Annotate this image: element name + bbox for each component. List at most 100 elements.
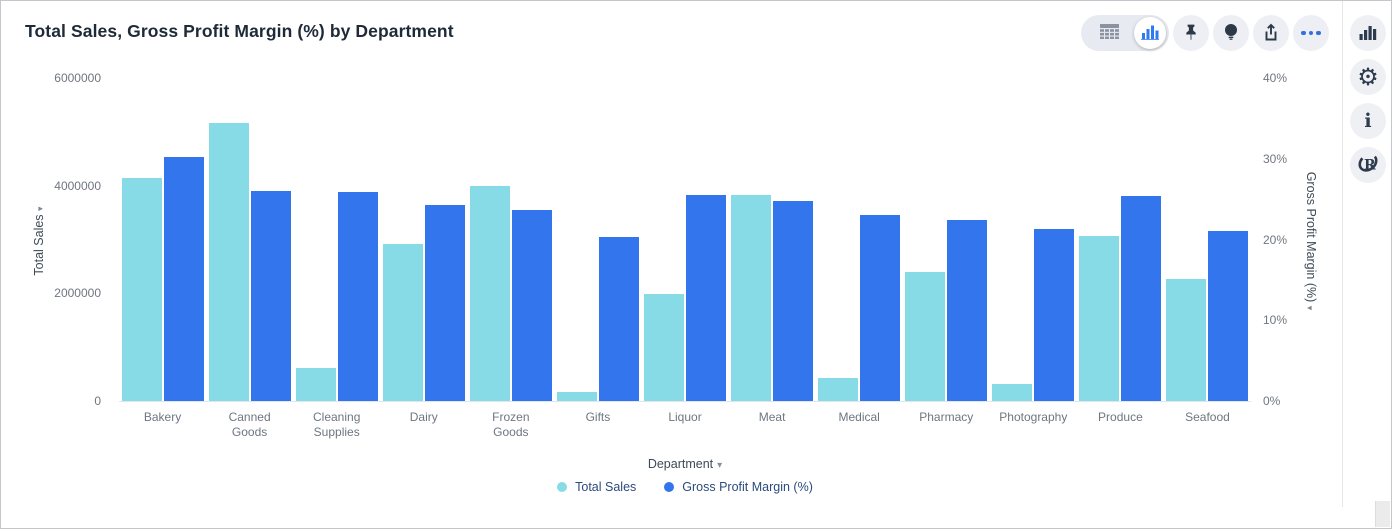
more-options-icon bbox=[1301, 30, 1321, 36]
x-axis-line bbox=[119, 401, 1251, 402]
axis-tick-label: 0% bbox=[1263, 394, 1281, 408]
legend-item-gross-profit-margin[interactable]: Gross Profit Margin (%) bbox=[664, 480, 813, 494]
x-tick-bakery: Bakery bbox=[143, 410, 182, 424]
bar-total-sales-dairy[interactable] bbox=[382, 243, 423, 401]
gear-icon: ⚙ bbox=[1357, 63, 1379, 91]
bar-group-photography bbox=[990, 78, 1077, 401]
dropdown-caret-icon: ▾ bbox=[717, 460, 723, 471]
bar-gross-profit-margin-medical[interactable] bbox=[860, 215, 901, 401]
bar-total-sales-produce[interactable] bbox=[1079, 235, 1120, 401]
x-tick-dairy: Dairy bbox=[409, 410, 438, 424]
lightbulb-icon bbox=[1221, 22, 1241, 45]
axis-tick-label: 40% bbox=[1263, 71, 1288, 85]
info-button[interactable]: i bbox=[1350, 103, 1386, 139]
left-axis-arrow-icon: ▾ bbox=[35, 206, 45, 211]
bar-total-sales-meat[interactable] bbox=[731, 195, 772, 401]
x-tick-medical: Medical bbox=[838, 410, 880, 424]
right-axis-title[interactable]: Gross Profit Margin (%) ▾ bbox=[1304, 171, 1318, 311]
right-axis-arrow-icon: ▾ bbox=[1305, 305, 1315, 311]
r-analytics-button[interactable]: R bbox=[1350, 147, 1386, 183]
bar-total-sales-gifts[interactable] bbox=[556, 391, 597, 401]
axis-tick-label: 6000000 bbox=[54, 71, 101, 85]
x-tick-pharmacy: Pharmacy bbox=[919, 410, 974, 424]
bar-group-seafood bbox=[1164, 78, 1251, 401]
legend: Total Sales Gross Profit Margin (%) bbox=[119, 480, 1251, 494]
bar-gross-profit-margin-pharmacy[interactable] bbox=[947, 220, 988, 401]
bar-total-sales-seafood[interactable] bbox=[1166, 279, 1207, 401]
table-icon bbox=[1100, 24, 1119, 42]
chart-panel-button[interactable] bbox=[1350, 15, 1386, 51]
bar-group-medical bbox=[816, 78, 903, 401]
left-axis-ticks: 0 2000000 4000000 6000000 bbox=[31, 1, 101, 528]
share-button[interactable] bbox=[1253, 15, 1289, 51]
x-tick-seafood: Seafood bbox=[1185, 410, 1230, 424]
bar-total-sales-cleaning-supplies[interactable] bbox=[295, 368, 336, 401]
bar-chart-icon bbox=[1359, 24, 1377, 43]
legend-dot bbox=[557, 482, 568, 492]
x-tick-produce: Produce bbox=[1098, 410, 1143, 424]
bar-total-sales-bakery[interactable] bbox=[121, 177, 162, 401]
axis-tick-label: 20% bbox=[1263, 232, 1288, 247]
bar-gross-profit-margin-gifts[interactable] bbox=[598, 237, 639, 401]
chart-toolbar bbox=[1081, 15, 1329, 51]
bar-gross-profit-margin-dairy[interactable] bbox=[424, 204, 465, 401]
bar-gross-profit-margin-liquor[interactable] bbox=[686, 195, 726, 401]
x-tick-canned-goods: Canned Goods bbox=[228, 410, 271, 440]
insights-button[interactable] bbox=[1213, 15, 1249, 51]
bar-gross-profit-margin-frozen-goods[interactable] bbox=[511, 210, 552, 401]
left-axis-title[interactable]: Total Sales ▾ bbox=[32, 206, 46, 276]
bar-total-sales-photography[interactable] bbox=[992, 384, 1033, 401]
bar-gross-profit-margin-canned-goods[interactable] bbox=[250, 191, 291, 401]
bar-group-cleaning-supplies bbox=[293, 78, 380, 401]
chart-view-button[interactable] bbox=[1134, 17, 1166, 49]
legend-item-total-sales[interactable]: Total Sales bbox=[557, 480, 636, 494]
bar-group-gifts bbox=[554, 78, 641, 401]
bar-gross-profit-margin-produce[interactable] bbox=[1121, 195, 1162, 401]
bar-gross-profit-margin-seafood[interactable] bbox=[1208, 231, 1249, 401]
plot-area bbox=[119, 78, 1251, 401]
x-tick-frozen-goods: Frozen Goods bbox=[492, 410, 530, 440]
export-icon bbox=[1261, 22, 1281, 45]
bar-total-sales-canned-goods[interactable] bbox=[208, 122, 249, 401]
scrollbar-corner[interactable] bbox=[1375, 501, 1390, 527]
right-axis-ticks: 0% 10% 20% 30% 40% bbox=[1263, 1, 1309, 528]
bar-gross-profit-margin-bakery[interactable] bbox=[163, 157, 204, 401]
bar-total-sales-medical[interactable] bbox=[818, 377, 859, 401]
x-tick-cleaning-supplies: Cleaning Supplies bbox=[313, 410, 361, 440]
bar-total-sales-liquor[interactable] bbox=[644, 293, 684, 401]
view-toggle bbox=[1081, 15, 1169, 51]
r-logo-icon: R bbox=[1356, 153, 1380, 177]
table-view-button[interactable] bbox=[1085, 15, 1134, 51]
x-tick-gifts: Gifts bbox=[585, 410, 611, 424]
axis-tick-label: 30% bbox=[1263, 151, 1288, 166]
bar-group-pharmacy bbox=[903, 78, 990, 401]
bar-group-frozen-goods bbox=[467, 78, 554, 401]
axis-tick-label: 4000000 bbox=[54, 178, 101, 193]
bar-total-sales-frozen-goods[interactable] bbox=[469, 186, 510, 401]
svg-text:R: R bbox=[1364, 158, 1376, 174]
bar-gross-profit-margin-photography[interactable] bbox=[1034, 229, 1075, 401]
x-tick-photography: Photography bbox=[999, 410, 1068, 424]
side-rail: ⚙ i R bbox=[1343, 15, 1391, 183]
settings-button[interactable]: ⚙ bbox=[1350, 59, 1386, 95]
pin-icon bbox=[1181, 22, 1201, 45]
more-options-button[interactable] bbox=[1293, 15, 1329, 51]
axis-tick-label: 2000000 bbox=[54, 286, 101, 301]
axis-tick-label: 0 bbox=[94, 394, 101, 408]
legend-label: Gross Profit Margin (%) bbox=[682, 480, 813, 494]
x-axis-labels: Bakery Canned Goods Cleaning Supplies Dairy… bbox=[119, 410, 1251, 441]
bar-group-dairy bbox=[380, 78, 467, 401]
x-axis-title[interactable]: Department ▾ bbox=[647, 457, 723, 471]
legend-dot bbox=[664, 482, 675, 492]
pin-button[interactable] bbox=[1173, 15, 1209, 51]
bar-group-produce bbox=[1077, 78, 1164, 401]
bar-total-sales-pharmacy[interactable] bbox=[905, 271, 946, 401]
axis-tick-label: 10% bbox=[1263, 313, 1288, 328]
info-icon: i bbox=[1364, 110, 1372, 132]
bar-chart-icon bbox=[1141, 24, 1159, 43]
sidebar-divider bbox=[1342, 1, 1343, 507]
page-title: Total Sales, Gross Profit Margin (%) by … bbox=[25, 21, 454, 41]
bar-gross-profit-margin-meat[interactable] bbox=[773, 200, 814, 401]
bar-gross-profit-margin-cleaning-supplies[interactable] bbox=[337, 191, 378, 401]
